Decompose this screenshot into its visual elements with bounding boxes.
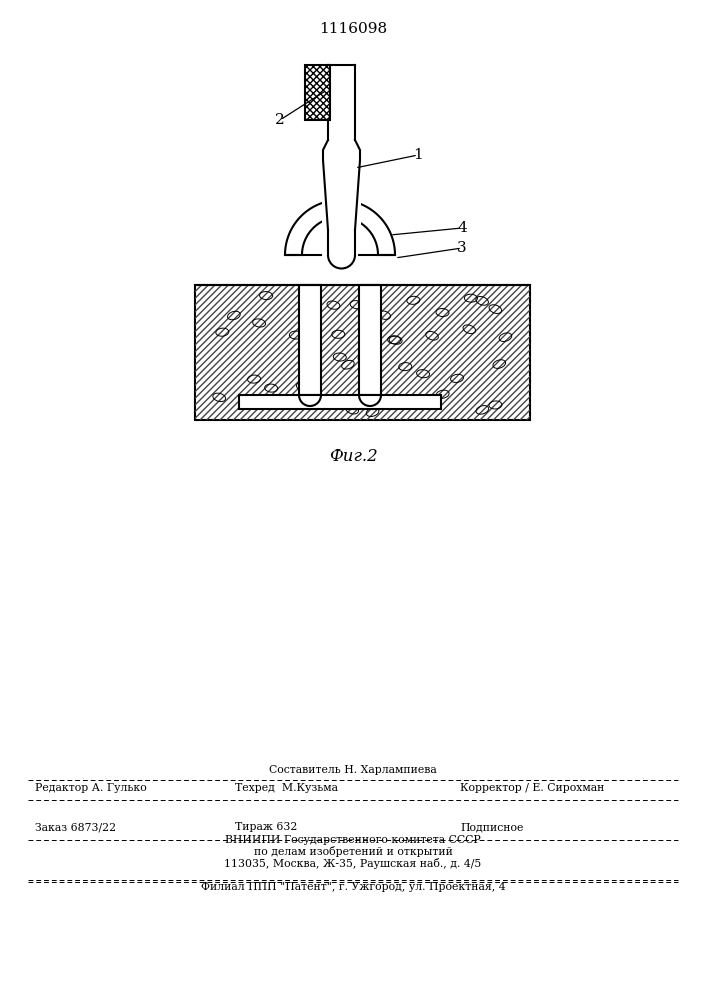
Bar — [359, 285, 381, 395]
Bar — [358, 284, 382, 396]
Bar — [299, 285, 321, 395]
Text: Фиг.2: Фиг.2 — [329, 448, 378, 465]
Text: Заказ 6873/22: Заказ 6873/22 — [35, 822, 116, 832]
Bar — [298, 284, 322, 396]
Text: Редактор А. Гулько: Редактор А. Гулько — [35, 783, 147, 793]
Text: по делам изобретений и открытий: по делам изобретений и открытий — [254, 846, 452, 857]
Text: Составитель Н. Харлампиева: Составитель Н. Харлампиева — [269, 765, 437, 775]
Bar — [305, 65, 330, 120]
Bar — [305, 65, 330, 120]
Text: ВНИИПИ Государственного комитета СССР: ВНИИПИ Государственного комитета СССР — [225, 835, 481, 845]
Text: 2: 2 — [275, 113, 285, 127]
Text: 1: 1 — [413, 148, 423, 162]
Bar — [195, 285, 530, 420]
Text: 113035, Москва, Ж-35, Раушская наб., д. 4/5: 113035, Москва, Ж-35, Раушская наб., д. … — [224, 858, 481, 869]
Text: Подписное: Подписное — [460, 822, 523, 832]
Bar — [322, 63, 361, 232]
Text: Филиал ППП "Патент", г. Ужгород, ул. Проектная, 4: Филиал ППП "Патент", г. Ужгород, ул. Про… — [201, 882, 506, 892]
Text: 4: 4 — [457, 221, 467, 235]
Text: 3: 3 — [457, 241, 467, 255]
Text: Техред  М.Кузьма: Техред М.Кузьма — [235, 783, 338, 793]
Text: Корректор / Е. Сирохман: Корректор / Е. Сирохман — [460, 783, 604, 793]
Text: Тираж 632: Тираж 632 — [235, 822, 298, 832]
Bar — [195, 285, 530, 420]
Polygon shape — [323, 140, 360, 230]
Bar — [239, 395, 441, 409]
Polygon shape — [285, 200, 395, 255]
Text: 1116098: 1116098 — [319, 22, 387, 36]
